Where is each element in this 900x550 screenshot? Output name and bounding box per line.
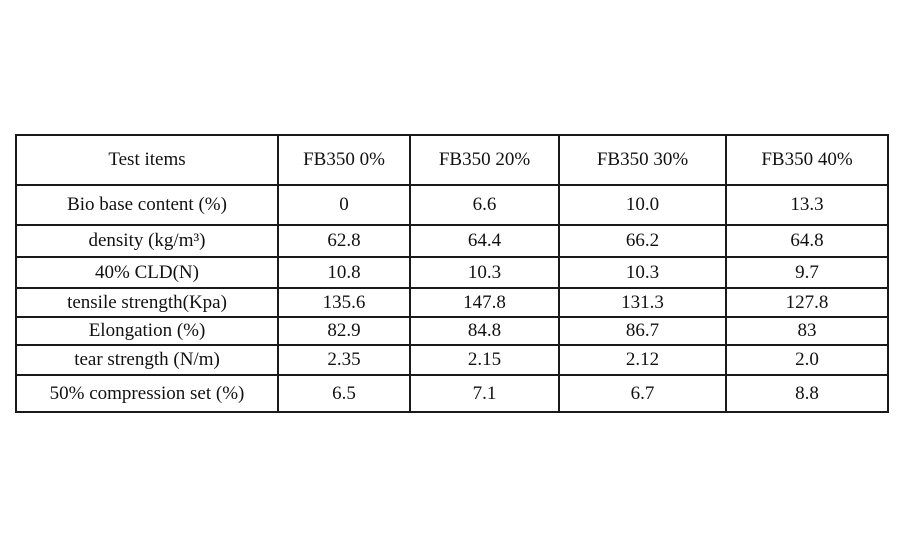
table-cell: 10.3	[409, 256, 560, 289]
row-label: Bio base content (%)	[15, 184, 279, 226]
table-row-tensile-strength: tensile strength(Kpa) 135.6 147.8 131.3 …	[15, 287, 889, 318]
table-cell: 62.8	[277, 224, 411, 258]
row-label: density (kg/m³)	[15, 224, 279, 258]
row-label: tensile strength(Kpa)	[15, 287, 279, 318]
table-row-compression-set: 50% compression set (%) 6.5 7.1 6.7 8.8	[15, 374, 889, 413]
table-cell: 2.35	[277, 344, 411, 376]
table-row-density: density (kg/m³) 62.8 64.4 66.2 64.8	[15, 224, 889, 258]
table-cell: 66.2	[558, 224, 727, 258]
table-cell: 7.1	[409, 374, 560, 413]
table-cell: 2.15	[409, 344, 560, 376]
table-cell: 13.3	[725, 184, 889, 226]
table-row-elongation: Elongation (%) 82.9 84.8 86.7 83	[15, 316, 889, 346]
table-cell: 131.3	[558, 287, 727, 318]
column-header-fb350-0: FB350 0%	[277, 134, 411, 186]
row-label: tear strength (N/m)	[15, 344, 279, 376]
table-cell: 6.7	[558, 374, 727, 413]
column-header-fb350-20: FB350 20%	[409, 134, 560, 186]
table-cell: 10.8	[277, 256, 411, 289]
column-header-test-items: Test items	[15, 134, 279, 186]
table-row-cld: 40% CLD(N) 10.8 10.3 10.3 9.7	[15, 256, 889, 289]
table-cell: 6.5	[277, 374, 411, 413]
row-label: 50% compression set (%)	[15, 374, 279, 413]
table-header-row: Test items FB350 0% FB350 20% FB350 30% …	[15, 134, 889, 186]
table-cell: 83	[725, 316, 889, 346]
table-row-bio-base-content: Bio base content (%) 0 6.6 10.0 13.3	[15, 184, 889, 226]
table-cell: 147.8	[409, 287, 560, 318]
table-cell: 127.8	[725, 287, 889, 318]
column-header-fb350-40: FB350 40%	[725, 134, 889, 186]
test-results-table: Test items FB350 0% FB350 20% FB350 30% …	[15, 134, 889, 413]
table-cell: 86.7	[558, 316, 727, 346]
table-cell: 0	[277, 184, 411, 226]
table-cell: 135.6	[277, 287, 411, 318]
column-header-fb350-30: FB350 30%	[558, 134, 727, 186]
table-cell: 84.8	[409, 316, 560, 346]
table-cell: 2.12	[558, 344, 727, 376]
table-cell: 64.4	[409, 224, 560, 258]
table-row-tear-strength: tear strength (N/m) 2.35 2.15 2.12 2.0	[15, 344, 889, 376]
table-cell: 82.9	[277, 316, 411, 346]
table-cell: 2.0	[725, 344, 889, 376]
row-label: 40% CLD(N)	[15, 256, 279, 289]
row-label: Elongation (%)	[15, 316, 279, 346]
table-cell: 6.6	[409, 184, 560, 226]
table-cell: 10.3	[558, 256, 727, 289]
table-cell: 64.8	[725, 224, 889, 258]
table-cell: 8.8	[725, 374, 889, 413]
table-cell: 9.7	[725, 256, 889, 289]
table-cell: 10.0	[558, 184, 727, 226]
